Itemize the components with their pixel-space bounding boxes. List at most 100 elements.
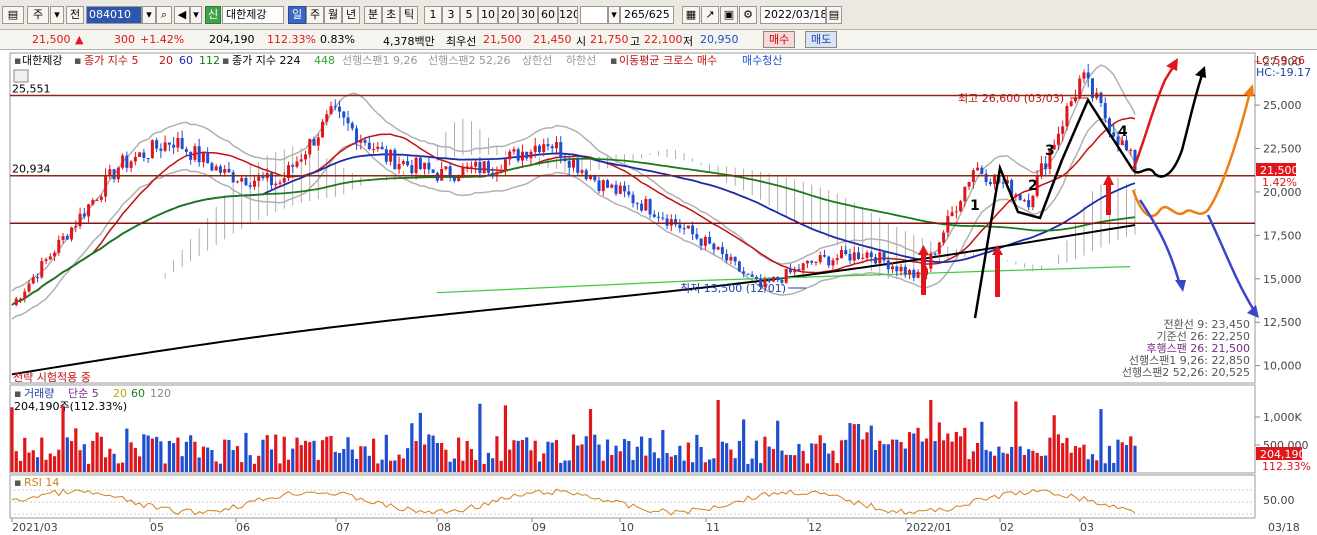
period-main-button[interactable]: 주 bbox=[27, 6, 49, 24]
candle-body bbox=[410, 165, 414, 174]
volume-bar bbox=[269, 449, 274, 472]
volume-bar bbox=[1103, 463, 1107, 472]
candle-body bbox=[1082, 72, 1086, 79]
interval-30[interactable]: 30 bbox=[518, 6, 538, 24]
volume-bar bbox=[742, 419, 746, 472]
candle-body bbox=[959, 201, 963, 212]
volume-bar bbox=[103, 457, 108, 472]
count-field[interactable]: 265/625 bbox=[620, 6, 674, 24]
candle-body bbox=[967, 181, 971, 187]
tab-tick[interactable]: 틱 bbox=[400, 6, 418, 24]
volume-bar bbox=[393, 460, 397, 472]
toolbar: ▤ 주 ▾ 전 084010 ▾ ⌕ ◀ ▾ 신 대한제강 일 주 월 년 분 … bbox=[0, 0, 1317, 30]
tab-minute[interactable]: 분 bbox=[364, 6, 382, 24]
chart-menu-icon[interactable]: ▤ bbox=[2, 6, 24, 24]
interval-3[interactable]: 3 bbox=[442, 6, 460, 24]
speaker-icon[interactable]: ◀ bbox=[174, 6, 190, 24]
volume-bar bbox=[342, 448, 346, 472]
candle-body bbox=[776, 277, 780, 280]
candle-body bbox=[27, 283, 31, 292]
candle-body bbox=[691, 225, 695, 235]
price-tick-label: 15,000 bbox=[1263, 273, 1302, 286]
x-tick-label: 05 bbox=[150, 521, 164, 534]
svg-text:▪: ▪ bbox=[14, 387, 21, 400]
candle-body bbox=[814, 261, 818, 263]
volume-bar bbox=[733, 458, 737, 472]
buy-button[interactable]: 매수 bbox=[763, 31, 796, 48]
interval-1[interactable]: 1 bbox=[424, 6, 442, 24]
interval-5[interactable]: 5 bbox=[460, 6, 478, 24]
candle-body bbox=[355, 128, 359, 143]
volume-bar bbox=[1027, 449, 1031, 472]
draw-icon[interactable]: ↗ bbox=[701, 6, 719, 24]
legend-ma112: 112 bbox=[199, 54, 220, 67]
candle-body bbox=[172, 144, 176, 148]
volume-bar bbox=[1001, 452, 1005, 472]
volume-bar bbox=[108, 448, 112, 472]
legend-ma60: 60 bbox=[179, 54, 193, 67]
candle-body bbox=[576, 159, 580, 173]
tab-weekly[interactable]: 주 bbox=[306, 6, 324, 24]
volume-bar bbox=[478, 403, 482, 472]
calendar-icon[interactable]: ▤ bbox=[826, 6, 842, 24]
interval-input[interactable] bbox=[580, 6, 608, 24]
candle-body bbox=[1061, 126, 1065, 134]
interval-120[interactable]: 120 bbox=[558, 6, 578, 24]
volume-bar bbox=[363, 446, 367, 472]
volume-bar bbox=[695, 434, 699, 472]
interval-10[interactable]: 10 bbox=[478, 6, 498, 24]
candle-body bbox=[457, 177, 461, 181]
chevron-down-icon[interactable]: ▾ bbox=[50, 6, 64, 24]
tab-yearly[interactable]: 년 bbox=[342, 6, 360, 24]
volume-bar bbox=[210, 450, 214, 472]
code-dropdown-icon[interactable]: ▾ bbox=[142, 6, 156, 24]
search-icon[interactable]: ⌕ bbox=[156, 6, 172, 24]
candle-body bbox=[963, 186, 967, 202]
candle-body bbox=[520, 151, 524, 161]
candle-body bbox=[1073, 97, 1077, 102]
volume-bar bbox=[886, 444, 890, 472]
volume-bar bbox=[563, 460, 567, 472]
interval-60[interactable]: 60 bbox=[538, 6, 558, 24]
candle-body bbox=[614, 184, 618, 194]
interval-dropdown-icon[interactable]: ▾ bbox=[608, 6, 620, 24]
volume-bar bbox=[1052, 415, 1056, 472]
price-tick-label: 10,000 bbox=[1263, 360, 1302, 373]
volume-bar bbox=[27, 452, 31, 472]
table-icon[interactable] bbox=[13, 69, 29, 83]
volume-bar bbox=[571, 434, 576, 472]
volume-bar bbox=[371, 438, 376, 472]
candle-body bbox=[363, 140, 367, 143]
prev-button[interactable]: 전 bbox=[66, 6, 84, 24]
volume-bar bbox=[567, 460, 571, 472]
volume-bar bbox=[784, 454, 788, 472]
candle-body bbox=[801, 263, 805, 271]
interval-20[interactable]: 20 bbox=[498, 6, 518, 24]
stock-code-input[interactable]: 084010 bbox=[86, 6, 142, 24]
legend-signal: 이동평균 크로스 매수 bbox=[619, 54, 717, 67]
trade-amount: 4,378백만 bbox=[383, 35, 435, 48]
save-icon[interactable]: ▣ bbox=[720, 6, 738, 24]
tab-monthly[interactable]: 월 bbox=[324, 6, 342, 24]
speaker-dropdown-icon[interactable]: ▾ bbox=[190, 6, 202, 24]
tab-second[interactable]: 초 bbox=[382, 6, 400, 24]
volume-bar bbox=[414, 441, 418, 472]
svg-text:▪: ▪ bbox=[610, 54, 617, 67]
date-input[interactable]: 2022/03/18 bbox=[760, 6, 826, 24]
candle-body bbox=[742, 271, 746, 274]
candle-body bbox=[737, 261, 741, 272]
volume-bar bbox=[601, 460, 605, 472]
volume-bar bbox=[903, 448, 907, 472]
candle-body bbox=[435, 172, 439, 181]
volume-bar bbox=[274, 434, 278, 472]
tab-daily[interactable]: 일 bbox=[288, 6, 306, 24]
candle-body bbox=[278, 182, 282, 184]
candle-body bbox=[763, 279, 767, 287]
gear-icon[interactable]: ⚙ bbox=[739, 6, 757, 24]
grid-icon[interactable]: ▦ bbox=[682, 6, 700, 24]
current-price: 21,500 bbox=[32, 33, 71, 46]
x-tick-label: 06 bbox=[236, 521, 250, 534]
sell-button[interactable]: 매도 bbox=[805, 31, 838, 48]
volume-bar bbox=[882, 444, 886, 472]
candle-body bbox=[70, 227, 74, 240]
